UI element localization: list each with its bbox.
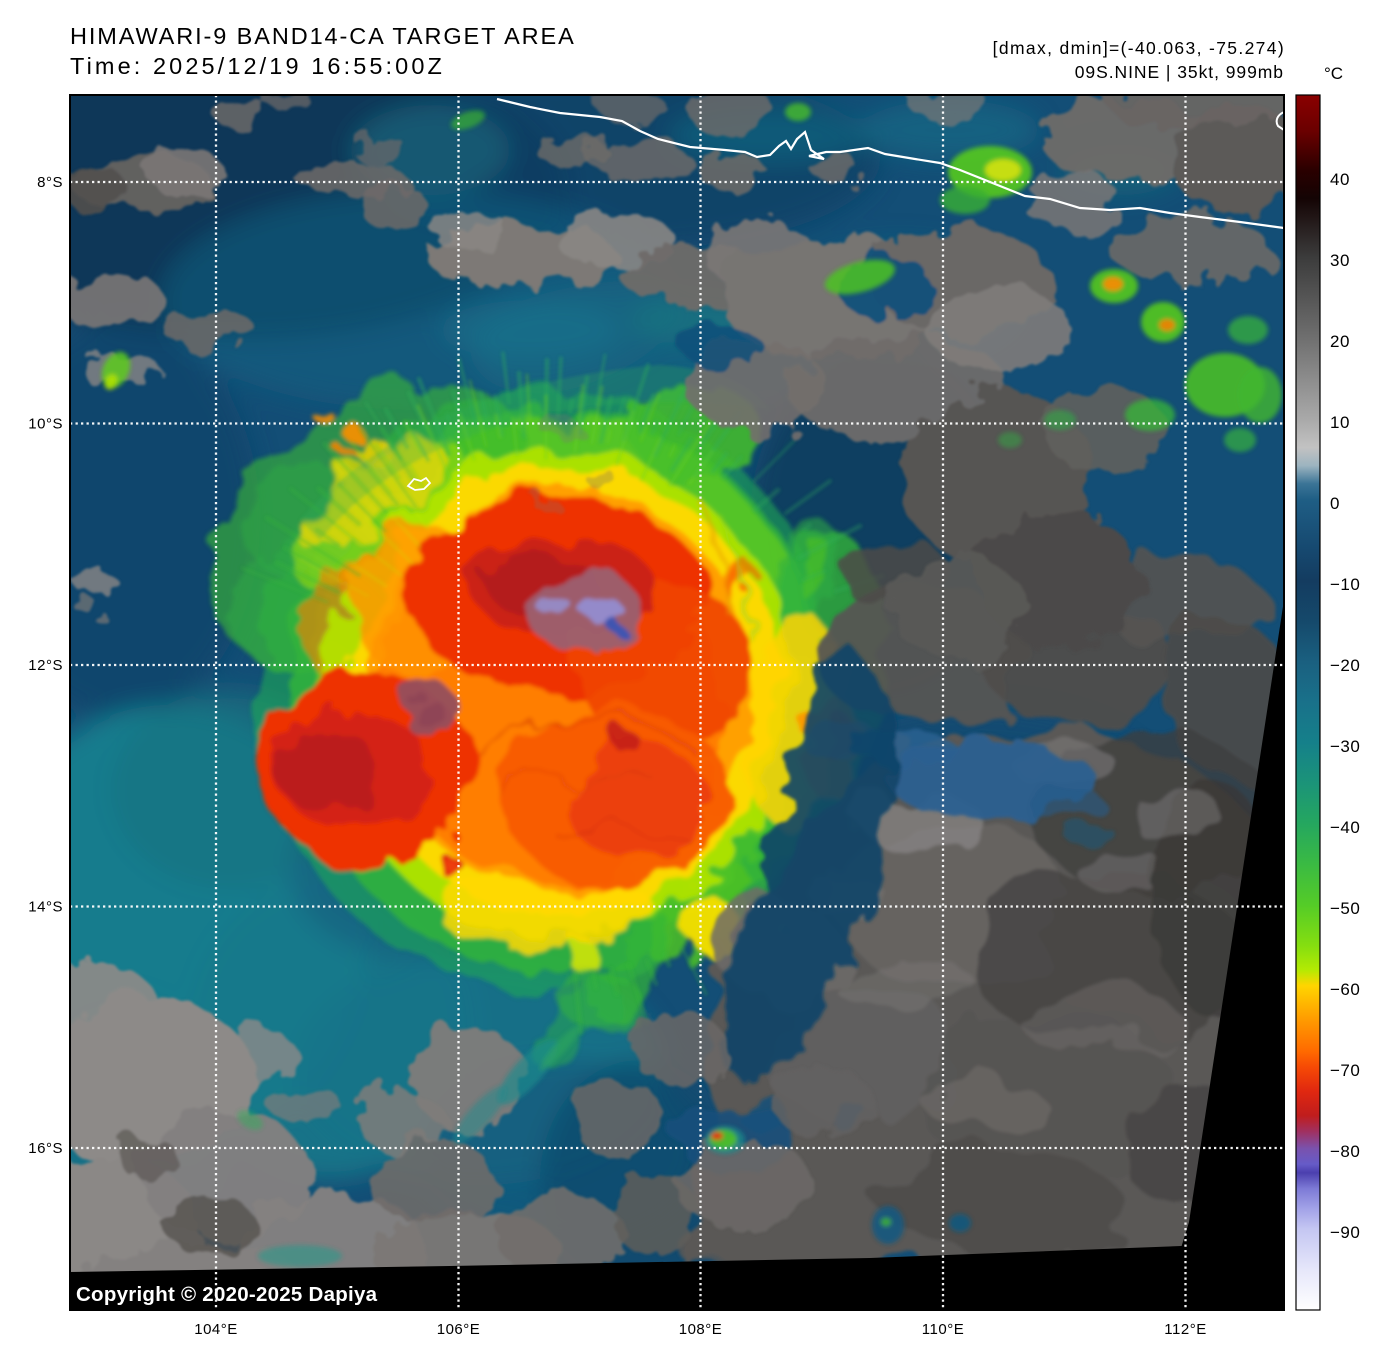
svg-text:−20: −20 (1330, 656, 1360, 675)
svg-text:14°S: 14°S (28, 899, 63, 916)
svg-text:−50: −50 (1330, 899, 1360, 918)
svg-text:104°E: 104°E (194, 1321, 238, 1338)
svg-text:10°S: 10°S (28, 416, 63, 433)
svg-text:110°E: 110°E (922, 1321, 964, 1338)
svg-text:8°S: 8°S (37, 174, 63, 191)
svg-text:16°S: 16°S (28, 1140, 63, 1157)
svg-text:−90: −90 (1330, 1223, 1360, 1242)
svg-text:40: 40 (1330, 170, 1350, 189)
svg-text:Time: 2025/12/19 16:55:00Z: Time: 2025/12/19 16:55:00Z (70, 53, 445, 79)
svg-text:108°E: 108°E (679, 1321, 723, 1338)
svg-text:0: 0 (1330, 494, 1340, 513)
svg-text:°C: °C (1324, 64, 1343, 83)
svg-text:Copyright © 2020-2025 Dapiya: Copyright © 2020-2025 Dapiya (76, 1283, 378, 1306)
svg-text:−10: −10 (1330, 575, 1360, 594)
svg-text:20: 20 (1330, 332, 1350, 351)
svg-text:[dmax, dmin]=(-40.063, -75.274: [dmax, dmin]=(-40.063, -75.274) (993, 38, 1285, 58)
svg-text:−80: −80 (1330, 1142, 1360, 1161)
svg-text:106°E: 106°E (437, 1321, 481, 1338)
svg-text:09S.NINE | 35kt, 999mb: 09S.NINE | 35kt, 999mb (1075, 62, 1284, 82)
svg-text:30: 30 (1330, 251, 1350, 270)
svg-text:10: 10 (1330, 413, 1350, 432)
svg-text:−70: −70 (1330, 1061, 1360, 1080)
svg-text:12°S: 12°S (28, 657, 63, 674)
svg-text:−30: −30 (1330, 737, 1360, 756)
svg-text:112°E: 112°E (1164, 1321, 1206, 1338)
svg-text:−60: −60 (1330, 980, 1360, 999)
svg-text:−40: −40 (1330, 818, 1360, 837)
svg-text:HIMAWARI-9 BAND14-CA TARGET AR: HIMAWARI-9 BAND14-CA TARGET AREA (70, 23, 576, 49)
